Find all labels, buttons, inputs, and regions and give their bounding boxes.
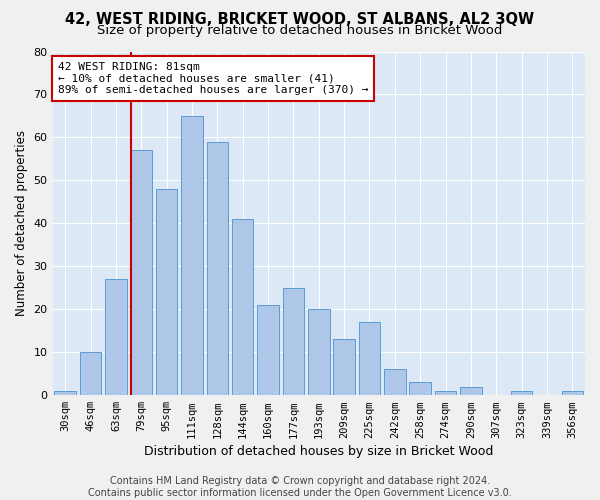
Bar — [283, 288, 304, 395]
Bar — [257, 305, 279, 395]
X-axis label: Distribution of detached houses by size in Bricket Wood: Distribution of detached houses by size … — [144, 444, 493, 458]
Bar — [384, 370, 406, 395]
Bar — [131, 150, 152, 395]
Bar — [80, 352, 101, 395]
Bar — [359, 322, 380, 395]
Bar — [206, 142, 228, 395]
Bar — [511, 391, 532, 395]
Bar — [105, 279, 127, 395]
Bar — [460, 386, 482, 395]
Text: Size of property relative to detached houses in Bricket Wood: Size of property relative to detached ho… — [97, 24, 503, 37]
Bar — [562, 391, 583, 395]
Bar — [308, 310, 329, 395]
Text: 42 WEST RIDING: 81sqm
← 10% of detached houses are smaller (41)
89% of semi-deta: 42 WEST RIDING: 81sqm ← 10% of detached … — [58, 62, 368, 95]
Bar — [55, 391, 76, 395]
Bar — [181, 116, 203, 395]
Bar — [435, 391, 457, 395]
Y-axis label: Number of detached properties: Number of detached properties — [15, 130, 28, 316]
Bar — [334, 340, 355, 395]
Bar — [232, 219, 253, 395]
Bar — [409, 382, 431, 395]
Bar — [156, 189, 178, 395]
Text: 42, WEST RIDING, BRICKET WOOD, ST ALBANS, AL2 3QW: 42, WEST RIDING, BRICKET WOOD, ST ALBANS… — [65, 12, 535, 28]
Text: Contains HM Land Registry data © Crown copyright and database right 2024.
Contai: Contains HM Land Registry data © Crown c… — [88, 476, 512, 498]
